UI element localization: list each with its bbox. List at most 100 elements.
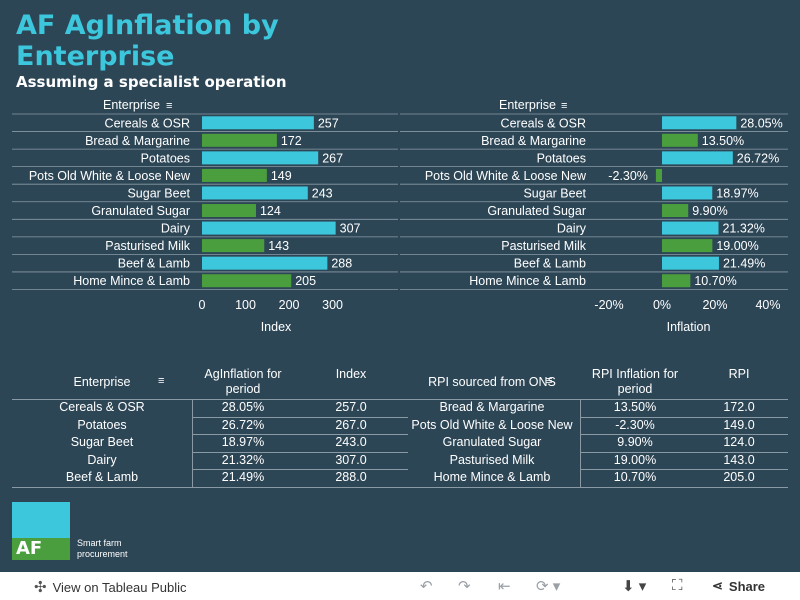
table-header: Enterprise: [73, 375, 131, 389]
category-label: Granulated Sugar: [487, 204, 586, 218]
enterprise-header: Enterprise: [103, 98, 160, 112]
data-label: 307: [340, 222, 361, 236]
category-label: Sugar Beet: [127, 186, 190, 200]
data-label: 21.32%: [722, 222, 764, 236]
bar: [202, 151, 319, 165]
table-rule: [192, 434, 408, 435]
table-cell: 172.0: [723, 400, 755, 414]
category-label: Cereals & OSR: [105, 116, 190, 130]
sort-icon[interactable]: ≡: [546, 375, 553, 387]
bar: [662, 151, 733, 165]
table-cell: Granulated Sugar: [442, 435, 542, 449]
table-cell: -2.30%: [615, 417, 655, 432]
share-button[interactable]: ⋖ Share: [712, 578, 765, 594]
data-label: 257: [318, 116, 339, 130]
table-cell: Home Mince & Lamb: [433, 470, 551, 484]
category-label: Dairy: [557, 222, 587, 236]
table-header: Index: [335, 367, 367, 381]
category-label: Sugar Beet: [523, 186, 586, 200]
axis-label: Index: [261, 320, 292, 334]
bar: [662, 256, 719, 270]
category-label: Cereals & OSR: [501, 116, 586, 130]
bar: [662, 133, 698, 147]
fullscreen-icon[interactable]: ⛶: [672, 577, 683, 594]
category-label: Dairy: [161, 222, 191, 236]
data-label: 13.50%: [702, 134, 744, 148]
category-label: Potatoes: [537, 151, 586, 165]
table-rule: [580, 469, 788, 470]
tableau-footer: ✣ View on Tableau Public ↶ ↷ ⇤ ⟳ ▾ ⬇ ▾ ⛶…: [0, 572, 800, 600]
data-label: 172: [281, 134, 302, 148]
bar: [202, 186, 308, 200]
bar: [202, 221, 336, 235]
bar: [662, 221, 719, 235]
data-label: 9.90%: [692, 204, 727, 218]
table-rule: [580, 434, 788, 435]
table-cell: 13.50%: [613, 400, 657, 414]
table-rule: [192, 399, 193, 487]
data-label: -2.30%: [608, 169, 648, 183]
download-icon[interactable]: ⬇ ▾: [622, 578, 647, 595]
table-cell: 18.97%: [221, 435, 265, 449]
table-cell: 21.32%: [221, 452, 265, 467]
sort-icon: ≡: [561, 100, 567, 112]
category-label: Home Mince & Lamb: [73, 274, 190, 288]
tick-label: 200: [279, 298, 300, 312]
table-header: RPI sourced from ONS: [428, 375, 556, 389]
refresh-icon[interactable]: ⟳ ▾: [536, 578, 561, 595]
table-rule: [12, 399, 408, 400]
table-header: RPI Inflation for period: [591, 367, 679, 396]
tick-label: 40%: [755, 298, 780, 312]
data-label: 124: [260, 204, 281, 218]
data-label: 243: [312, 186, 333, 200]
table-rule: [580, 416, 788, 418]
bar: [655, 168, 662, 182]
bar: [662, 204, 689, 218]
table-cell: 307.0: [335, 452, 367, 467]
table-cell: 205.0: [723, 470, 755, 484]
sort-icon[interactable]: ≡: [158, 375, 165, 387]
share-icon: ⋖: [712, 578, 723, 593]
data-label: 18.97%: [716, 186, 758, 200]
table-rule: [192, 416, 408, 418]
bar: [202, 168, 267, 182]
table-cell: Beef & Lamb: [65, 470, 139, 484]
table-cell: 19.00%: [613, 452, 657, 467]
sort-icon: ≡: [166, 100, 172, 112]
table-header: AgInflation for period: [204, 367, 282, 396]
table-cell: 267.0: [335, 417, 367, 432]
category-label: Bread & Margarine: [481, 134, 586, 148]
table-rule: [580, 399, 581, 487]
data-label: 21.49%: [723, 257, 765, 271]
category-label: Pasturised Milk: [501, 239, 586, 253]
view-on-tableau-link[interactable]: ✣ View on Tableau Public: [34, 578, 187, 596]
redo-icon[interactable]: ↷: [458, 578, 471, 595]
bar: [662, 274, 691, 288]
table-cell: 21.49%: [221, 470, 265, 484]
table-cell: 143.0: [723, 452, 755, 467]
data-label: 26.72%: [737, 151, 779, 165]
undo-icon[interactable]: ↶: [420, 578, 433, 595]
table-cell: 257.0: [335, 400, 367, 414]
table-rule: [404, 399, 788, 400]
bar: [662, 186, 713, 200]
data-label: 143: [268, 239, 289, 253]
revert-icon[interactable]: ⇤: [498, 578, 511, 595]
table-cell: 124.0: [723, 435, 755, 449]
category-label: Pasturised Milk: [105, 239, 190, 253]
category-label: Potatoes: [141, 151, 190, 165]
table-rule: [192, 469, 408, 470]
page-title: AF AgInflation by Enterprise: [16, 10, 279, 72]
tick-label: 0: [199, 298, 206, 312]
view-on-tableau-label: View on Tableau Public: [52, 579, 187, 595]
bar: [202, 133, 277, 147]
tableau-logo-icon: ✣: [34, 579, 47, 596]
af-logo: AF: [12, 502, 70, 560]
data-label: 288: [331, 257, 352, 271]
category-label: Beef & Lamb: [118, 257, 190, 271]
data-label: 28.05%: [740, 116, 782, 130]
table-cell: 288.0: [335, 470, 367, 484]
table-cell: 243.0: [335, 435, 367, 449]
category-label: Beef & Lamb: [514, 257, 586, 271]
table-cell: Sugar Beet: [70, 435, 134, 449]
